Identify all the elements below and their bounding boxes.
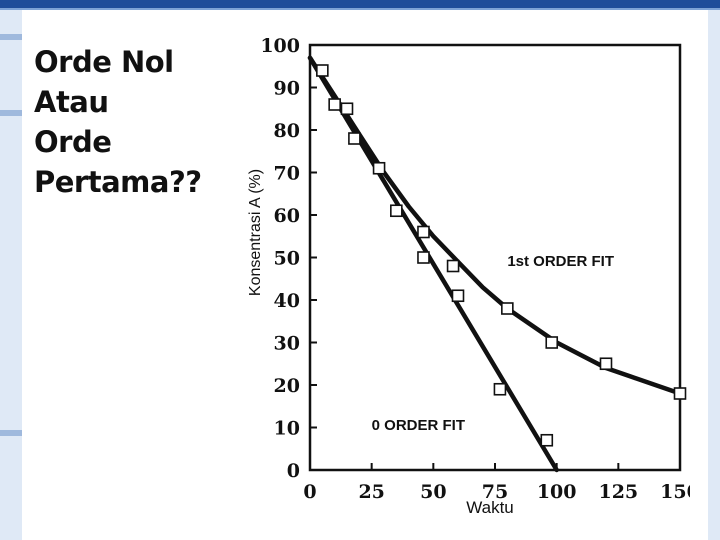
data-point [328, 98, 341, 111]
x-tick-label: 150 [660, 481, 690, 503]
border-stripe [0, 110, 22, 116]
slide-left-border [0, 10, 22, 540]
slide-title: Orde Nol Atau Orde Pertama?? [34, 42, 234, 202]
y-tick-label: 60 [274, 205, 300, 227]
x-tick-label: 25 [358, 481, 384, 503]
data-point [673, 387, 687, 400]
data-point [340, 102, 354, 116]
title-line: Pertama?? [34, 165, 202, 199]
x-tick-label: 100 [537, 481, 577, 503]
border-stripe [0, 34, 22, 40]
concentration-chart: 0 10 20 30 40 50 60 70 80 90 100 0 25 50 75 100 125 150 0 … [247, 35, 690, 517]
data-point [493, 382, 507, 396]
y-tick-label: 10 [274, 418, 300, 440]
first-order-fit-line [307, 55, 683, 396]
first-order-fit-label: 1st ORDER FIT [507, 253, 614, 270]
data-point [390, 204, 403, 218]
x-tick-label: 50 [420, 481, 446, 503]
y-tick-label: 80 [274, 120, 300, 142]
y-tick-label: 70 [274, 163, 300, 185]
data-point [446, 259, 460, 273]
data-point [316, 64, 329, 77]
data-point [501, 302, 514, 315]
y-axis-label: Konsentrasi A (%) [247, 169, 264, 296]
data-point [417, 225, 430, 239]
y-tick-label: 50 [274, 248, 300, 270]
y-tick-label: 40 [274, 290, 300, 312]
zero-order-fit-label: 0 ORDER FIT [372, 417, 465, 434]
slide-canvas [22, 10, 708, 540]
data-point [372, 161, 386, 175]
data-point [348, 132, 361, 145]
y-tick-label: 30 [274, 333, 300, 355]
title-line: Atau [34, 85, 109, 119]
data-point [451, 289, 465, 303]
title-line: Orde [34, 125, 112, 159]
data-point [545, 336, 559, 349]
y-tick-label: 100 [260, 35, 300, 57]
slide-top-bar [0, 0, 720, 10]
y-tick-label: 0 [287, 460, 300, 482]
data-point [540, 433, 554, 447]
x-axis-label: Waktu [466, 498, 514, 517]
y-tick-label: 90 [274, 78, 300, 100]
x-tick-label: 125 [598, 481, 638, 503]
title-line: Orde Nol [34, 45, 174, 79]
data-point [417, 251, 430, 264]
x-tick-label: 0 [303, 481, 316, 503]
plot-frame [308, 43, 682, 472]
x-tick-label: 75 [482, 481, 508, 503]
y-tick-label: 20 [274, 375, 300, 397]
border-stripe [0, 430, 22, 436]
slide-right-border [708, 10, 720, 540]
zero-order-fit-line [307, 55, 559, 473]
data-point [599, 357, 613, 371]
